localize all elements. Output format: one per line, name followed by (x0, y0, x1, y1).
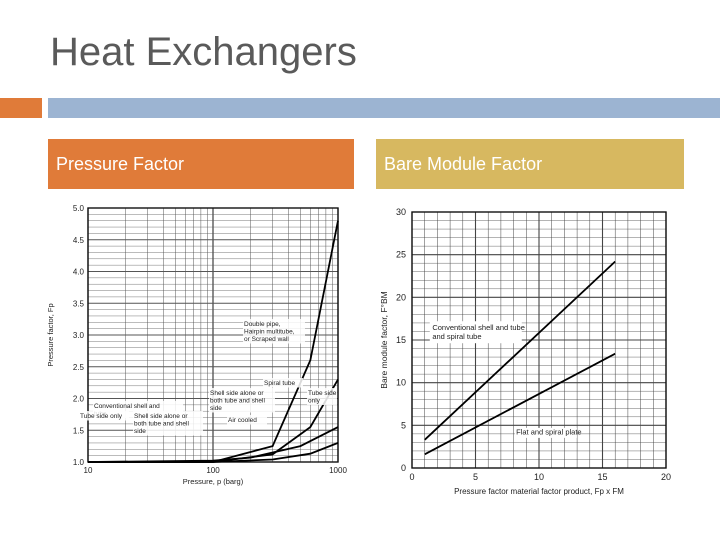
y-tick-label: 3.0 (73, 331, 85, 340)
y-tick-label: 20 (396, 292, 406, 302)
annotation-bg (79, 411, 129, 421)
annotation-line: Tube side (308, 390, 337, 397)
annotation-bg (209, 388, 275, 413)
annotation-bg (227, 415, 267, 425)
plot-frame (411, 211, 667, 469)
pressure-factor-header: Pressure Factor (48, 139, 354, 189)
annotation-line: side (134, 428, 146, 435)
x-axis-label: Pressure, p (barg) (183, 477, 244, 486)
y-tick-label: 1.5 (73, 426, 85, 435)
y-tick-label: 4.0 (73, 268, 85, 277)
y-tick-label: 2.0 (73, 395, 85, 404)
x-axis-label: Pressure factor material factor product,… (454, 487, 624, 496)
series-line-0 (424, 260, 616, 441)
annotation-label: Shell side alone or both tube and shell si… (134, 413, 189, 435)
annotation-line: side (210, 405, 222, 412)
annotation-line: Conventional shell and tube (432, 323, 525, 332)
y-tick-label: 15 (396, 335, 406, 345)
annotation-line: Shell side alone or (134, 413, 188, 420)
y-tick-label: 1.0 (73, 458, 85, 467)
annotation-bg (307, 388, 337, 405)
annotation-line: Hairpin multitube, (244, 329, 295, 336)
y-axis-label: Bare module factor, F°BM (379, 291, 389, 388)
y-tick-label: 5.0 (73, 204, 85, 213)
accent-bar-orange (0, 98, 42, 118)
annotation-line: Shell side alone or (210, 390, 264, 397)
y-tick-label: 5 (401, 420, 406, 430)
y-tick-label: 0 (401, 463, 406, 473)
annotation-line: only (308, 398, 321, 405)
annotation-label: Double pipe, Hairpin multitube, or Scraped… (244, 321, 295, 343)
annotation-line: Conventional shell and (94, 403, 160, 410)
annotation-label: Conventional shell and tube and spiral tu… (432, 323, 525, 341)
accent-bar-blue (48, 98, 720, 118)
bare-module-factor-header: Bare Module Factor (376, 139, 684, 189)
pressure-factor-chart: 1.0 1.5 2.0 2.5 3.0 3.5 4.0 4.5 5.0 10 100 1000 Pres… (44, 200, 356, 488)
annotation-label: Air cooled (228, 417, 257, 424)
bare-module-factor-chart: 0 5 10 15 20 25 30 0 5 10 15 20 Pressure factor mate… (372, 200, 684, 506)
annotation-bg (429, 321, 522, 344)
annotation-line: both tube and shell (134, 421, 189, 428)
y-tick-label: 2.5 (73, 363, 85, 372)
series-line-3 (88, 442, 339, 463)
annotation-label: Shell side alone or both tube and shell si… (210, 390, 265, 412)
y-tick-label: 3.5 (73, 299, 85, 308)
x-tick-label: 20 (661, 472, 671, 482)
annotation-bg (263, 378, 303, 388)
annotation-bg (514, 427, 577, 438)
annotation-label: Tube side only (80, 413, 123, 420)
y-tick-label: 10 (396, 378, 406, 388)
slide-title: Heat Exchangers (50, 30, 357, 74)
pressure-factor-svg: 1.0 1.5 2.0 2.5 3.0 3.5 4.0 4.5 5.0 10 100 1000 Pres… (46, 204, 347, 486)
annotation-line: Double pipe, (244, 321, 281, 328)
x-tick-label: 100 (206, 466, 220, 475)
y-tick-label: 4.5 (73, 236, 85, 245)
annotation-label: Flat and spiral plate (516, 428, 581, 437)
annotation-label: Tube side only (308, 390, 337, 405)
y-tick-label: 30 (396, 207, 406, 217)
bare-module-factor-svg: 0 5 10 15 20 25 30 0 5 10 15 20 Pressure factor mate… (379, 207, 671, 496)
x-tick-label: 10 (534, 472, 544, 482)
series-line-1 (424, 352, 616, 456)
x-tick-label: 5 (473, 472, 478, 482)
y-axis-label: Pressure factor, Fp (46, 303, 55, 366)
annotation-line: Tube side only (80, 413, 123, 420)
y-tick-label: 25 (396, 250, 406, 260)
annotation-line: Air cooled (228, 417, 257, 424)
annotation-line: and spiral tube (432, 332, 481, 341)
annotation-line: or Scraped wall (244, 336, 289, 343)
annotation-line: Spiral tube (264, 380, 295, 387)
x-tick-label: 0 (409, 472, 414, 482)
annotation-label: Spiral tube (264, 380, 295, 387)
annotation-bg (133, 411, 203, 436)
x-tick-label: 1000 (329, 466, 347, 475)
x-tick-label: 15 (597, 472, 607, 482)
annotation-line: both tube and shell (210, 398, 265, 405)
x-tick-label: 10 (84, 466, 93, 475)
annotation-bg (243, 319, 305, 344)
